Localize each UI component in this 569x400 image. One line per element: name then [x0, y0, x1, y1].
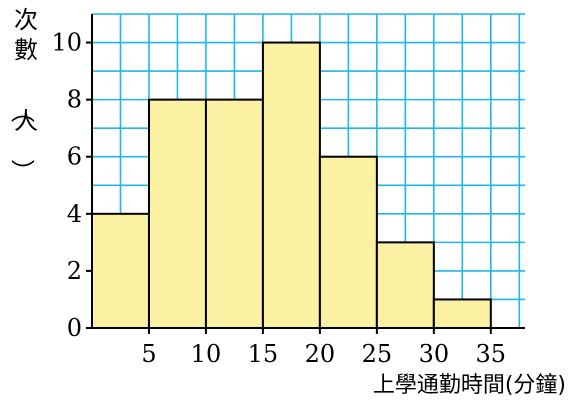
histogram-bar-6: [375, 241, 435, 329]
histogram-bar-1: [91, 212, 150, 329]
y-axis-title: 次數（人）: [8, 6, 38, 183]
histogram-bar-3: [204, 98, 264, 329]
y-tick-label-8: 8: [67, 86, 82, 114]
x-tick-label-30: 30: [419, 340, 450, 368]
x-tick-labels: 5 10 15 20 25 30 35: [141, 328, 506, 368]
y-tick-label-2: 2: [67, 257, 82, 285]
x-tick-label-20: 20: [305, 340, 336, 368]
x-tick-label-25: 25: [362, 340, 393, 368]
y-tick-label-4: 4: [67, 200, 82, 228]
x-tick-label-15: 15: [248, 340, 279, 368]
histogram-bar-4: [261, 41, 321, 330]
x-axis-title: 上學通勤時間(分鐘): [373, 373, 566, 398]
axes: [91, 14, 525, 329]
histogram-bar-2: [147, 98, 207, 329]
histogram-bar-5: [318, 155, 378, 329]
x-tick-label-10: 10: [191, 340, 222, 368]
x-tick-label-5: 5: [141, 340, 156, 368]
y-tick-label-6: 6: [67, 143, 82, 171]
histogram-bar-7: [432, 298, 492, 330]
y-tick-label-0: 0: [67, 314, 82, 342]
y-tick-label-10: 10: [51, 29, 82, 57]
y-tick-labels: 0 2 4 6 8 10: [51, 29, 92, 342]
x-tick-label-35: 35: [476, 340, 507, 368]
